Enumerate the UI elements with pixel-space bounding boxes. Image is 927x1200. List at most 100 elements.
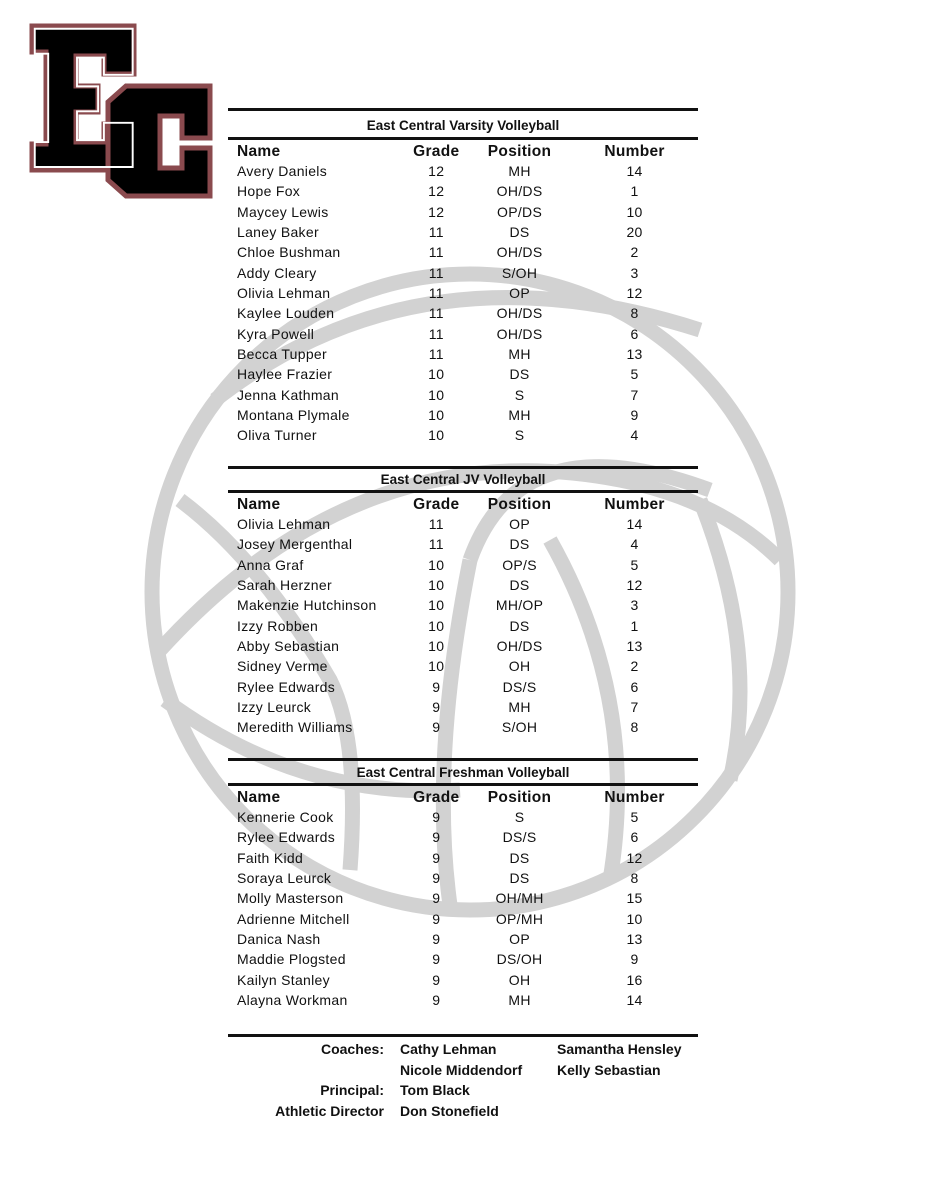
player-position: OH/DS <box>496 325 543 342</box>
player-grade: 10 <box>428 366 445 383</box>
staff-role: Coaches: <box>320 1041 384 1057</box>
section-title: East Central Freshman Volleyball <box>356 765 570 780</box>
table-row: Becca Tupper 11 MH 13 <box>228 344 698 364</box>
staff-list: Coaches: Cathy Lehman Samantha Hensley Nico… <box>228 1034 698 1121</box>
varsity-roster: East Central Varsity Volleyball Name Grad… <box>228 108 698 446</box>
table-row: Hope Fox 12 OH/DS 1 <box>228 181 698 201</box>
staff-name: Tom Black <box>400 1082 470 1098</box>
player-position: MH <box>508 346 531 363</box>
ec-logo <box>29 23 213 199</box>
player-grade: 10 <box>428 407 445 424</box>
player-number: 20 <box>626 224 643 241</box>
column-header-row: Name Grade Position Number <box>228 493 698 514</box>
player-grade: 10 <box>428 597 445 614</box>
player-number: 16 <box>626 971 643 988</box>
table-row: Haylee Frazier 10 DS 5 <box>228 364 698 384</box>
player-name: Avery Daniels <box>237 163 328 179</box>
player-number: 6 <box>630 325 639 342</box>
player-position: OP <box>509 516 530 532</box>
player-number: 12 <box>626 285 643 302</box>
header-position: Position <box>487 789 552 806</box>
table-row: Kyra Powell 11 OH/DS 6 <box>228 324 698 344</box>
table-row: Maycey Lewis 12 OP/DS 10 <box>228 202 698 222</box>
player-number: 15 <box>626 890 643 907</box>
player-grade: 9 <box>432 849 441 866</box>
table-row: Kaylee Louden 11 OH/DS 8 <box>228 303 698 323</box>
player-grade: 11 <box>428 285 444 302</box>
player-grade: 10 <box>428 427 445 444</box>
table-row: Rylee Edwards 9 DS/S 6 <box>228 677 698 697</box>
player-position: OH/DS <box>496 183 543 200</box>
player-position: OP/MH <box>495 910 544 927</box>
player-name: Abby Sebastian <box>237 638 340 655</box>
player-name: Olivia Lehman <box>237 516 331 532</box>
player-name: Oliva Turner <box>237 427 317 444</box>
player-grade: 11 <box>428 516 444 532</box>
header-grade: Grade <box>413 789 460 806</box>
player-grade: 11 <box>428 305 444 322</box>
player-number: 7 <box>630 699 639 716</box>
player-name: Becca Tupper <box>237 346 327 363</box>
table-row: Oliva Turner 10 S 4 <box>228 425 698 445</box>
player-position: DS <box>509 536 530 553</box>
player-grade: 9 <box>432 870 441 887</box>
player-name: Izzy Robben <box>237 617 319 634</box>
player-number: 1 <box>630 617 639 634</box>
player-grade: 9 <box>432 678 441 695</box>
player-name: Josey Mergenthal <box>237 536 353 553</box>
player-name: Sarah Herzner <box>237 577 332 594</box>
divider <box>228 783 698 786</box>
jv-roster: East Central JV Volleyball Name Grade Posi… <box>228 466 698 738</box>
player-grade: 9 <box>432 931 441 948</box>
player-position: OH/DS <box>496 244 543 261</box>
player-grade: 9 <box>432 951 441 968</box>
player-position: OH <box>508 658 531 675</box>
header-grade: Grade <box>413 143 460 160</box>
player-name: Maycey Lewis <box>237 203 329 220</box>
divider <box>228 108 698 111</box>
staff-name: Samantha Hensley <box>557 1041 682 1057</box>
player-number: 8 <box>630 305 639 322</box>
player-position: DS <box>509 366 530 383</box>
divider <box>228 490 698 493</box>
player-name: Sidney Verme <box>237 658 328 675</box>
player-position: DS/S <box>502 678 537 695</box>
column-header-row: Name Grade Position Number <box>228 140 698 161</box>
player-position: OH <box>508 971 531 988</box>
header-number: Number <box>604 143 665 160</box>
player-number: 2 <box>630 244 639 261</box>
table-row: Avery Daniels 12 MH 14 <box>228 161 698 181</box>
player-grade: 11 <box>428 224 444 241</box>
player-number: 13 <box>626 931 643 948</box>
player-number: 13 <box>626 638 643 655</box>
player-number: 13 <box>626 346 643 363</box>
freshman-roster: East Central Freshman Volleyball Name Gra… <box>228 758 698 1010</box>
player-grade: 9 <box>432 699 441 716</box>
player-position: MH <box>508 407 531 424</box>
player-grade: 9 <box>432 890 441 907</box>
player-name: Kailyn Stanley <box>237 971 330 988</box>
player-name: Faith Kidd <box>237 849 304 866</box>
table-row: Montana Plymale 10 MH 9 <box>228 405 698 425</box>
table-row: Olivia Lehman 11 OP 12 <box>228 283 698 303</box>
player-number: 7 <box>630 386 639 403</box>
player-name: Adrienne Mitchell <box>237 910 350 927</box>
table-row: Sidney Verme 10 OH 2 <box>228 656 698 676</box>
table-row: Olivia Lehman 11 OP 14 <box>228 514 698 534</box>
staff-name: Nicole Middendorf <box>400 1061 523 1078</box>
header-grade: Grade <box>413 496 460 513</box>
player-grade: 10 <box>428 658 445 675</box>
player-number: 2 <box>630 658 639 675</box>
player-number: 3 <box>630 597 639 614</box>
table-row: Anna Graf 10 OP/S 5 <box>228 555 698 575</box>
staff-name: Kelly Sebastian <box>557 1061 661 1078</box>
player-name: Montana Plymale <box>237 407 350 424</box>
player-number: 8 <box>630 719 639 736</box>
player-position: MH <box>508 992 531 1009</box>
table-row: Abby Sebastian 10 OH/DS 13 <box>228 636 698 656</box>
player-number: 4 <box>630 427 639 444</box>
player-name: Izzy Leurck <box>237 699 312 716</box>
player-grade: 11 <box>428 325 444 342</box>
player-number: 14 <box>626 163 643 179</box>
player-number: 1 <box>630 183 639 200</box>
